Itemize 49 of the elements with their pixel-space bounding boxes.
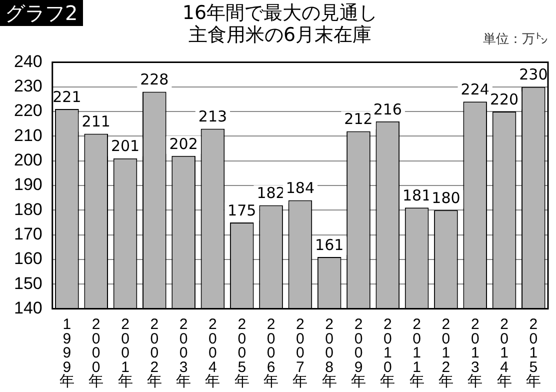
y-tick-label: 180: [14, 200, 42, 219]
x-tick-label: 1999年: [59, 316, 74, 390]
text: グラフ2: [0, 0, 83, 26]
data-label: 230: [519, 66, 548, 84]
x-tick-label: 2009年: [350, 316, 366, 390]
data-label: 213: [198, 108, 228, 126]
y-tick-label: 230: [14, 76, 42, 96]
y-tick-label: 170: [14, 224, 42, 244]
y-axis-title: 単位：万㌧: [483, 31, 548, 48]
data-label: 161: [315, 236, 344, 254]
x-tick-label: 2005年: [234, 316, 250, 390]
y-tick-label: 190: [14, 175, 42, 194]
chart-title: 16年間で最大の見通し: [181, 2, 379, 24]
data-label: 182: [256, 184, 286, 202]
data-label: 175: [228, 201, 256, 220]
x-tick-label: 2011年: [409, 316, 424, 390]
data-label: 212: [344, 110, 373, 128]
data-label: 228: [140, 70, 169, 89]
data-label: 221: [52, 88, 82, 106]
data-label: 184: [286, 179, 314, 198]
x-tick-label: 2006年: [264, 316, 279, 390]
x-tick-label: 2003年: [176, 316, 192, 390]
data-label: 201: [110, 137, 140, 156]
x-tick-label: 2010年: [380, 316, 396, 390]
y-tick-label: 200: [14, 150, 42, 170]
data-label: 220: [490, 90, 519, 108]
data-label: 180: [432, 189, 460, 208]
x-tick-label: 2000年: [88, 316, 104, 390]
y-tick-label: 220: [14, 101, 42, 120]
x-tick-label: 2002年: [146, 316, 162, 390]
data-label: 216: [373, 100, 402, 118]
x-tick-label: 2008年: [322, 316, 337, 390]
x-tick-label: 2012年: [438, 316, 454, 390]
data-label: 211: [82, 112, 110, 131]
x-tick-label: 2013年: [468, 316, 483, 390]
data-label: 181: [402, 186, 432, 205]
x-tick-label: 2015年: [526, 316, 541, 390]
y-tick-label: 150: [14, 274, 42, 293]
y-tick-label: 160: [14, 249, 42, 268]
x-tick-label: 2007年: [292, 316, 308, 390]
y-tick-label: 240: [14, 52, 42, 71]
y-tick-label: 210: [14, 126, 42, 145]
chart-subtitle: 主食用米の6月末在庫: [187, 24, 373, 46]
data-label: 202: [169, 134, 198, 153]
data-label: 224: [460, 80, 490, 99]
x-tick-label: 2004年: [205, 316, 220, 390]
x-tick-label: 2014年: [496, 316, 512, 390]
y-tick-label: 140: [14, 298, 42, 318]
x-tick-label: 2001年: [118, 316, 133, 390]
